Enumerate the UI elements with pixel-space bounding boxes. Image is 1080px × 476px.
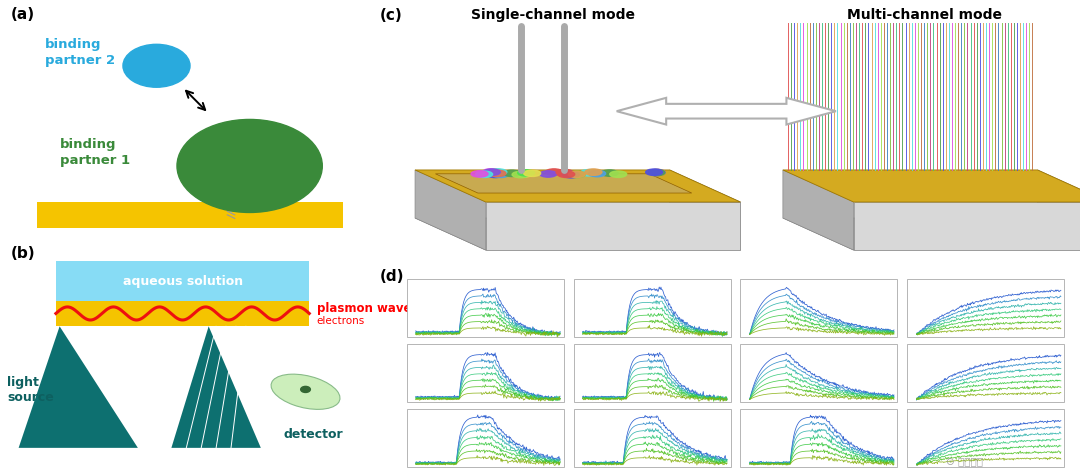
Bar <box>406 409 564 467</box>
Circle shape <box>585 169 602 176</box>
Circle shape <box>557 172 575 178</box>
Bar <box>573 409 730 467</box>
Bar <box>741 279 897 337</box>
Text: Multi-channel mode: Multi-channel mode <box>847 8 1002 22</box>
Bar <box>56 301 309 327</box>
Bar <box>741 344 897 403</box>
Circle shape <box>512 172 529 178</box>
Circle shape <box>545 169 563 176</box>
Text: electrons: electrons <box>316 316 365 326</box>
Text: (c): (c) <box>380 8 403 23</box>
Circle shape <box>177 120 322 213</box>
Bar <box>406 279 564 337</box>
Polygon shape <box>617 99 836 125</box>
Text: Single-channel mode: Single-channel mode <box>471 8 635 22</box>
Circle shape <box>568 172 585 178</box>
Circle shape <box>648 170 665 176</box>
Bar <box>573 344 730 403</box>
Bar <box>907 409 1065 467</box>
Text: detector: detector <box>283 427 342 440</box>
Polygon shape <box>415 170 741 203</box>
Circle shape <box>556 170 573 176</box>
Polygon shape <box>18 327 138 448</box>
Circle shape <box>483 169 499 176</box>
Text: binding
partner 2: binding partner 2 <box>44 38 114 67</box>
Circle shape <box>646 169 663 176</box>
Polygon shape <box>1038 170 1080 250</box>
Circle shape <box>492 172 509 178</box>
Circle shape <box>487 172 503 178</box>
Polygon shape <box>670 170 741 250</box>
Bar <box>741 409 897 467</box>
Polygon shape <box>435 174 692 194</box>
Circle shape <box>123 45 190 88</box>
Circle shape <box>580 170 597 177</box>
Circle shape <box>489 171 505 177</box>
Circle shape <box>540 171 556 178</box>
Circle shape <box>523 171 539 177</box>
Circle shape <box>589 171 606 178</box>
Circle shape <box>471 171 488 178</box>
Polygon shape <box>415 170 486 250</box>
Text: binding
partner 1: binding partner 1 <box>59 138 130 167</box>
Text: (d): (d) <box>380 268 404 283</box>
Circle shape <box>300 387 310 393</box>
Bar <box>907 344 1065 403</box>
Ellipse shape <box>271 375 340 409</box>
Bar <box>406 344 564 403</box>
Bar <box>907 279 1065 337</box>
Text: (b): (b) <box>11 245 36 260</box>
Text: plasmon wave: plasmon wave <box>316 301 411 315</box>
Polygon shape <box>415 218 741 250</box>
Polygon shape <box>853 203 1080 250</box>
Bar <box>56 261 309 301</box>
Text: light
source: light source <box>8 376 54 404</box>
Circle shape <box>517 170 535 177</box>
Circle shape <box>503 171 521 177</box>
Polygon shape <box>783 170 1080 203</box>
Polygon shape <box>783 170 853 250</box>
Circle shape <box>568 172 585 178</box>
Circle shape <box>484 169 500 176</box>
Circle shape <box>524 171 541 177</box>
Bar <box>573 279 730 337</box>
Text: (a): (a) <box>11 7 36 22</box>
Polygon shape <box>172 327 260 448</box>
Circle shape <box>602 170 618 177</box>
Text: aqueous solution: aqueous solution <box>122 275 243 288</box>
Circle shape <box>648 170 665 177</box>
Polygon shape <box>486 203 741 250</box>
Circle shape <box>475 172 492 178</box>
Circle shape <box>563 172 580 178</box>
Text: ⊙ 分子设计: ⊙ 分子设计 <box>946 455 983 465</box>
Polygon shape <box>783 218 1080 250</box>
Circle shape <box>487 170 503 176</box>
Circle shape <box>610 172 626 178</box>
Bar <box>37 202 342 228</box>
Circle shape <box>516 171 534 178</box>
Circle shape <box>490 169 507 176</box>
